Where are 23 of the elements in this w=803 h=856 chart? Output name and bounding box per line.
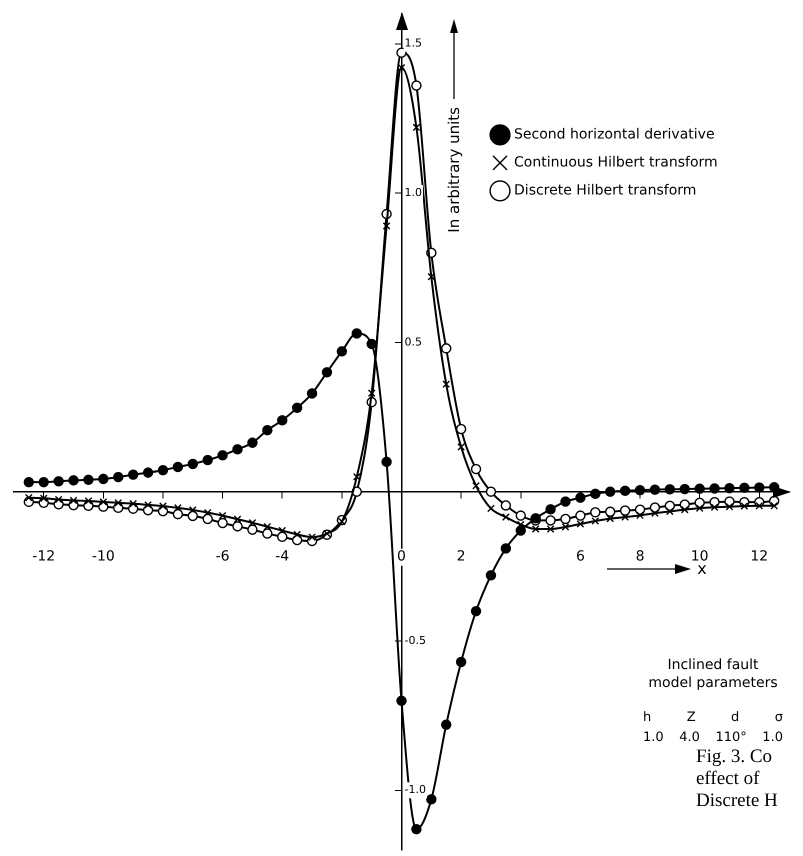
x-tick-label: -12 xyxy=(32,548,56,564)
y-tick-label: 0.5 xyxy=(404,335,422,348)
x-tick-label: -10 xyxy=(92,548,115,564)
x-tick-label: 0 xyxy=(397,548,406,564)
y-axis-title: In arbitrary units xyxy=(444,106,463,233)
x-tick-label: 12 xyxy=(750,548,768,564)
x-tick-label: 2 xyxy=(456,548,466,564)
y-tick-label: -0.5 xyxy=(404,634,426,647)
annotation: 1.0 4.0 110° 1.0 xyxy=(643,730,783,745)
x-tick-label: -4 xyxy=(275,548,290,564)
y-tick-label: 1.5 xyxy=(404,36,422,50)
legend-label: Second horizontal derivative xyxy=(514,126,715,143)
y-tick-label: 1.0 xyxy=(404,186,422,199)
x-tick-label: 6 xyxy=(576,548,585,564)
x-tick-label: 8 xyxy=(636,548,644,564)
text: h Z d σ xyxy=(643,710,783,725)
annotation: Inclined fault model parameters xyxy=(647,656,779,692)
y-tick-label: -1.0 xyxy=(404,783,426,796)
x-tick-label: -6 xyxy=(216,548,230,564)
legend-label: Continuous Hilbert transform xyxy=(514,154,718,171)
x-tick-label: 10 xyxy=(690,548,709,564)
legend-label: Discrete Hilbert transform xyxy=(514,182,696,199)
annotation: Fig. 3. Co effect of Discrete H xyxy=(696,746,778,812)
